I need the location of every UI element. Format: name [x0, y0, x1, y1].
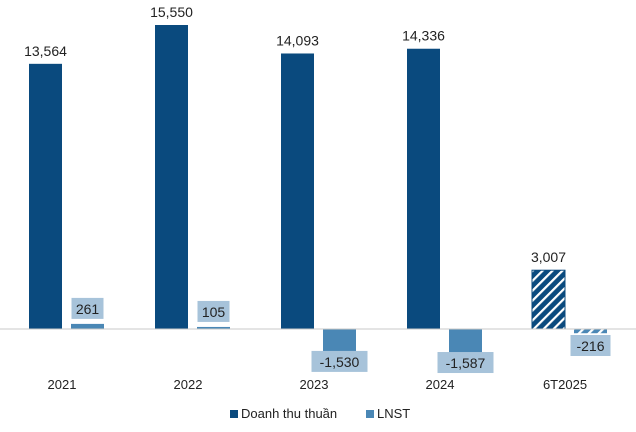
data-label-lnst: 105 — [202, 304, 226, 320]
legend-label-lnst: LNST — [377, 406, 410, 421]
data-label-revenue: 13,564 — [24, 43, 67, 59]
data-label-box-lnst — [437, 352, 494, 374]
x-tick-label: 2023 — [300, 377, 329, 392]
data-label-lnst: -1,530 — [320, 354, 360, 370]
data-label-lnst: -1,587 — [446, 355, 486, 371]
legend-swatch-revenue — [230, 410, 238, 418]
legend-label-revenue: Doanh thu thuần — [241, 406, 337, 421]
bar-revenue-2024 — [407, 48, 440, 329]
x-tick-label: 2021 — [48, 377, 77, 392]
data-label-box-lnst — [197, 300, 230, 322]
data-label-revenue: 3,007 — [531, 249, 566, 265]
x-tick-label: 2022 — [174, 377, 203, 392]
data-label-box-lnst — [570, 335, 611, 356]
legend-swatch-lnst — [366, 410, 374, 418]
data-label-box-lnst — [71, 297, 104, 319]
bar-revenue-2022 — [155, 25, 188, 329]
bar-lnst-6T2025 — [574, 329, 607, 334]
data-label-box-lnst — [311, 350, 368, 372]
legend: Doanh thu thuần LNST — [230, 406, 410, 421]
bar-lnst-2021 — [71, 323, 104, 329]
bar-revenue-2023 — [281, 53, 314, 329]
bar-revenue-2021 — [29, 63, 62, 329]
data-label-revenue: 15,550 — [150, 4, 193, 20]
x-tick-label: 2024 — [426, 377, 455, 392]
data-label-revenue: 14,093 — [276, 32, 319, 48]
bar-lnst-2022 — [197, 326, 230, 329]
x-tick-label: 6T2025 — [543, 377, 587, 392]
data-label-lnst: -216 — [576, 338, 604, 354]
data-label-revenue: 14,336 — [402, 28, 445, 44]
bar-revenue-6T2025 — [531, 269, 566, 330]
data-label-lnst: 261 — [76, 301, 100, 317]
